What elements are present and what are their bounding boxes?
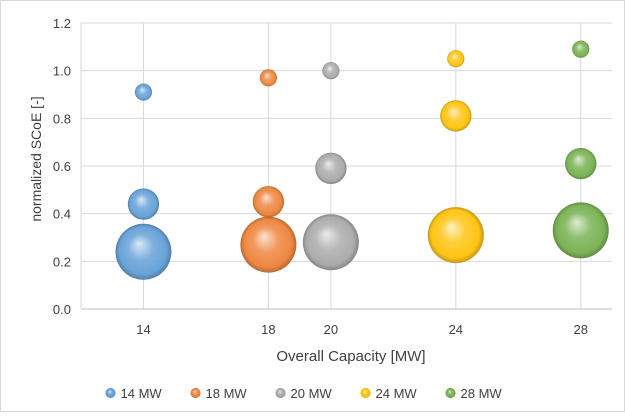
bubble-14-mw: [127, 188, 160, 220]
y-tick-label: 0.0: [53, 302, 71, 317]
x-tick-label: 20: [324, 322, 338, 337]
legend-marker: [275, 388, 286, 398]
y-tick-label: 0.4: [53, 207, 71, 222]
bubble-14-mw: [134, 83, 153, 101]
legend-label: 28 MW: [461, 386, 503, 401]
x-tick-label: 24: [449, 322, 463, 337]
x-tick-label: 14: [136, 322, 150, 337]
x-axis-title: Overall Capacity [MW]: [276, 348, 425, 365]
bubbles: [115, 40, 609, 280]
bubble-28-mw: [572, 40, 590, 58]
bubble-28-mw: [565, 147, 597, 180]
y-tick-label: 0.8: [53, 111, 71, 126]
bubble-20-mw: [322, 62, 340, 80]
legend: 14 MW 18 MW 20 MW 24 MW 28 MW: [105, 386, 503, 401]
bubble-24-mw: [427, 207, 484, 264]
tick-labels: 0.0 0.2 0.4 0.6 0.8 1.0 1.2 14 18 20 24 28: [53, 16, 588, 337]
bubble-24-mw: [440, 100, 472, 132]
y-tick-label: 0.6: [53, 159, 71, 174]
legend-marker: [105, 388, 116, 398]
legend-label: 14 MW: [121, 386, 163, 401]
y-tick-label: 0.2: [53, 254, 71, 269]
bubble-14-mw: [115, 223, 172, 280]
bubble-18-mw: [240, 216, 297, 273]
legend-label: 20 MW: [291, 386, 333, 401]
y-tick-label: 1.2: [53, 16, 71, 31]
y-axis-title: normalized SCoE [-]: [28, 96, 44, 221]
x-tick-label: 18: [261, 322, 275, 337]
bubble-18-mw: [252, 186, 285, 218]
legend-marker: [190, 388, 201, 398]
bubble-20-mw: [302, 214, 359, 271]
bubble-24-mw: [447, 50, 465, 68]
legend-label: 24 MW: [376, 386, 418, 401]
legend-marker: [360, 388, 371, 398]
bubble-18-mw: [259, 69, 277, 87]
y-tick-label: 1.0: [53, 64, 71, 79]
x-tick-label: 28: [574, 322, 588, 337]
legend-marker: [445, 388, 456, 398]
axes: [80, 23, 612, 310]
bubble-20-mw: [315, 152, 347, 185]
bubble-28-mw: [552, 202, 609, 259]
legend-label: 18 MW: [206, 386, 248, 401]
